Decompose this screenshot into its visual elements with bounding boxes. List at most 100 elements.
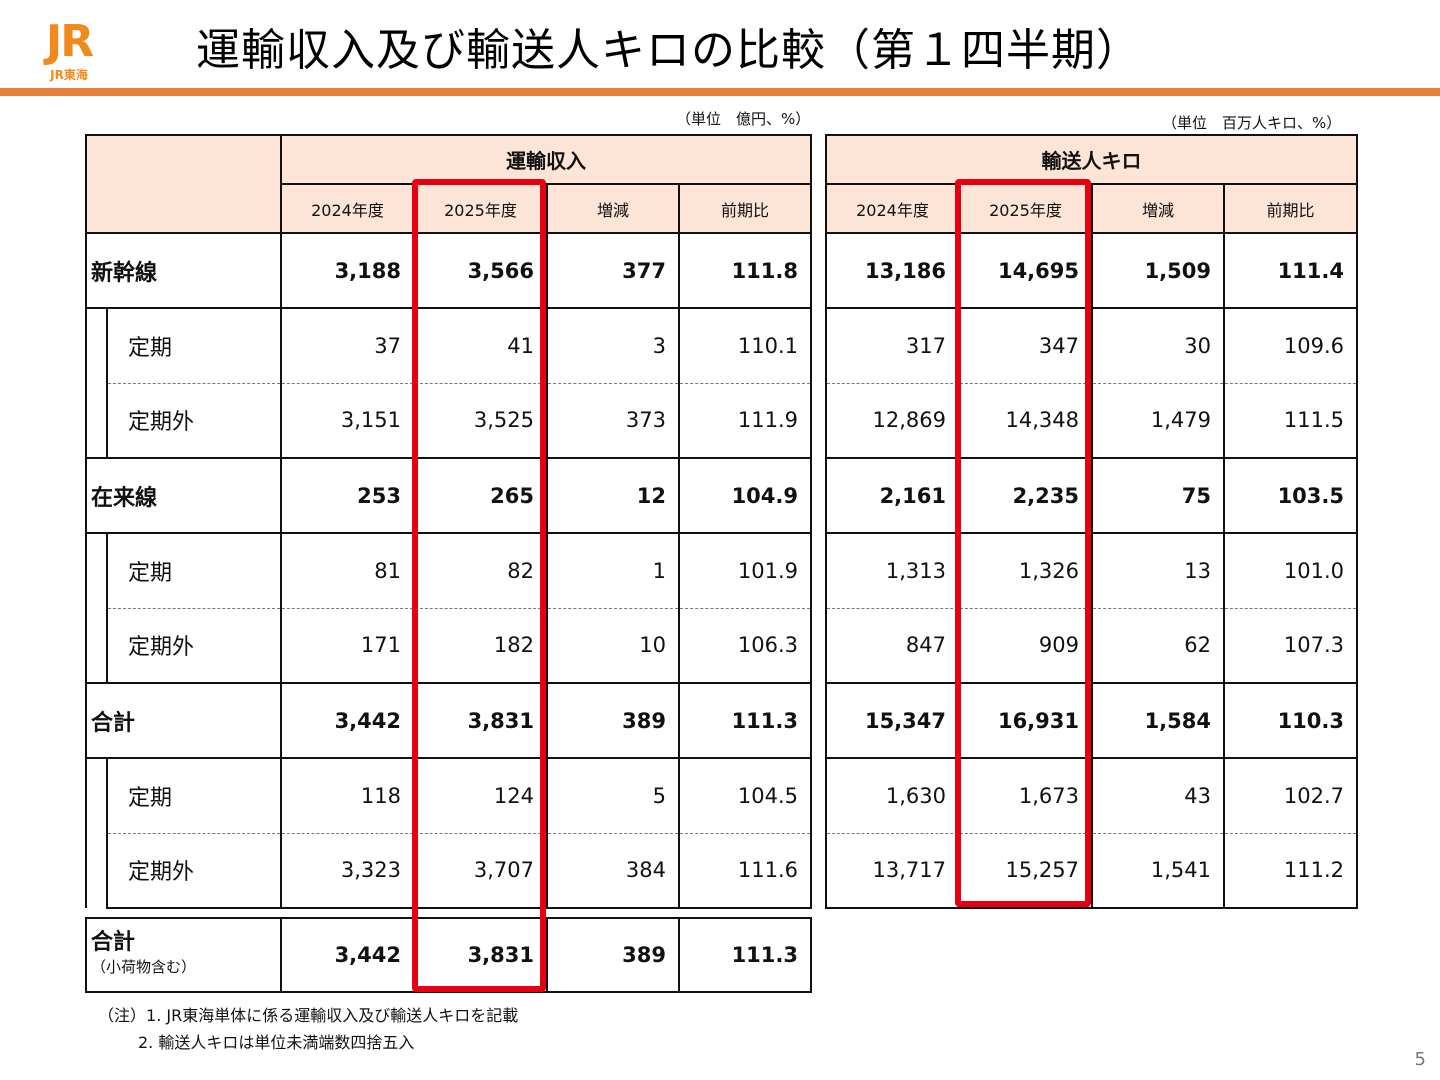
- cell: 1,541: [1091, 832, 1225, 909]
- cell: 2,235: [958, 457, 1093, 534]
- table-row: 2,161 2,235 75 103.5: [825, 457, 1358, 534]
- logo-mark: JR: [45, 16, 94, 67]
- cell: 118: [280, 757, 415, 834]
- cell: 16,931: [958, 682, 1093, 759]
- cell: 111.2: [1223, 832, 1358, 909]
- cell: 81: [280, 532, 415, 609]
- cell: 12: [546, 457, 680, 534]
- cell: 124: [413, 757, 548, 834]
- grand-total-table: 合計 （小荷物含む） 3,442 3,831 389 111.3: [85, 917, 812, 993]
- cell: 3,525: [413, 382, 548, 459]
- table-row: 在来線 253 265 12 104.9: [85, 457, 812, 534]
- table-row: 定期外 171 182 10 106.3: [86, 607, 812, 684]
- footnote-text: 1. JR東海単体に係る運輸収入及び輸送人キロを記載: [146, 1006, 519, 1025]
- cell: 15,257: [958, 832, 1093, 909]
- cell: 1,479: [1091, 382, 1225, 459]
- row-label: 定期外: [106, 832, 282, 909]
- cell: 2,161: [825, 457, 960, 534]
- footnotes: （注）1. JR東海単体に係る運輸収入及び輸送人キロを記載 2. 輸送人キロは単…: [98, 1002, 518, 1056]
- indent-spacer: [85, 308, 108, 458]
- table-row: 合計 （小荷物含む） 3,442 3,831 389 111.3: [85, 917, 812, 993]
- cell: 62: [1091, 607, 1225, 684]
- cell: 101.0: [1223, 532, 1358, 609]
- cell: 107.3: [1223, 607, 1358, 684]
- cell: 373: [546, 382, 680, 459]
- cell: 101.9: [678, 532, 812, 609]
- cell: 104.5: [678, 757, 812, 834]
- indent-spacer: [85, 758, 108, 908]
- cell: 104.9: [678, 457, 812, 534]
- cell: 82: [413, 532, 548, 609]
- cell: 109.6: [1223, 307, 1358, 384]
- page-number: 5: [1414, 1049, 1426, 1070]
- cell: 111.4: [1223, 232, 1358, 309]
- col-header: 2024年度: [280, 183, 415, 234]
- cell: 1,630: [825, 757, 960, 834]
- revenue-unit-label: （単位 億円、%）: [676, 110, 811, 128]
- cell: 3,831: [413, 682, 548, 759]
- cell: 106.3: [678, 607, 812, 684]
- cell: 30: [1091, 307, 1225, 384]
- logo-company-name: JR東海: [50, 68, 88, 82]
- row-label: 合計: [85, 682, 282, 759]
- cell: 13,186: [825, 232, 960, 309]
- cell: 13: [1091, 532, 1225, 609]
- table-row: 定期外 3,151 3,525 373 111.9: [86, 382, 812, 459]
- cell: 347: [958, 307, 1093, 384]
- cell: 1: [546, 532, 680, 609]
- group-header-revenue: 運輸収入: [280, 134, 812, 185]
- row-label: 新幹線: [85, 232, 282, 309]
- jr-central-logo: JR JR東海: [22, 16, 116, 84]
- table-row: 1,313 1,326 13 101.0: [825, 532, 1358, 609]
- corner-header: [85, 134, 282, 234]
- col-header: 2024年度: [825, 183, 960, 234]
- table-row: 定期外 3,323 3,707 384 111.6: [86, 832, 812, 909]
- passenger-km-table: 輸送人キロ 2024年度 2025年度 増減 前期比 13,186 14,695…: [825, 134, 1358, 909]
- cell: 111.9: [678, 382, 812, 459]
- indent-spacer: [85, 533, 108, 683]
- cell: 111.3: [678, 682, 812, 759]
- col-header: 増減: [1091, 183, 1225, 234]
- cell: 75: [1091, 457, 1225, 534]
- col-header: 2025年度: [958, 183, 1093, 234]
- cell: 12,869: [825, 382, 960, 459]
- cell: 3,566: [413, 232, 548, 309]
- cell: 3,151: [280, 382, 415, 459]
- row-label: 在来線: [85, 457, 282, 534]
- table-row: 317 347 30 109.6: [825, 307, 1358, 384]
- table-row: 847 909 62 107.3: [825, 607, 1358, 684]
- cell: 265: [413, 457, 548, 534]
- cell: 103.5: [1223, 457, 1358, 534]
- table-row: 1,630 1,673 43 102.7: [825, 757, 1358, 834]
- cell: 909: [958, 607, 1093, 684]
- cell: 1,313: [825, 532, 960, 609]
- col-header: 前期比: [1223, 183, 1358, 234]
- cell: 111.5: [1223, 382, 1358, 459]
- row-label: 定期外: [106, 607, 282, 684]
- footnote-1: （注）1. JR東海単体に係る運輸収入及び輸送人キロを記載: [98, 1002, 518, 1029]
- passenger-km-unit-label: （単位 百万人キロ、%）: [1162, 114, 1342, 132]
- cell: 37: [280, 307, 415, 384]
- cell: 43: [1091, 757, 1225, 834]
- page-title: 運輸収入及び輸送人キロの比較（第１四半期）: [196, 25, 1141, 76]
- grand-total-label: 合計 （小荷物含む）: [85, 917, 282, 993]
- row-label: 定期: [106, 532, 282, 609]
- table-row: 定期 81 82 1 101.9: [85, 532, 812, 683]
- row-label: 定期外: [106, 382, 282, 459]
- row-label: 定期: [106, 307, 282, 384]
- cell: 13,717: [825, 832, 960, 909]
- cell: 3,188: [280, 232, 415, 309]
- cell: 317: [825, 307, 960, 384]
- cell: 110.3: [1223, 682, 1358, 759]
- table-row: 定期 118 124 5 104.5: [85, 757, 812, 908]
- cell: 389: [546, 682, 680, 759]
- cell: 182: [413, 607, 548, 684]
- cell: 111.8: [678, 232, 812, 309]
- cell: 3: [546, 307, 680, 384]
- cell: 110.1: [678, 307, 812, 384]
- footnote-2: 2. 輸送人キロは単位未満端数四捨五入: [138, 1033, 415, 1052]
- cell: 1,509: [1091, 232, 1225, 309]
- cell: 41: [413, 307, 548, 384]
- col-header: 増減: [546, 183, 680, 234]
- table-row: 新幹線 3,188 3,566 377 111.8: [85, 232, 812, 309]
